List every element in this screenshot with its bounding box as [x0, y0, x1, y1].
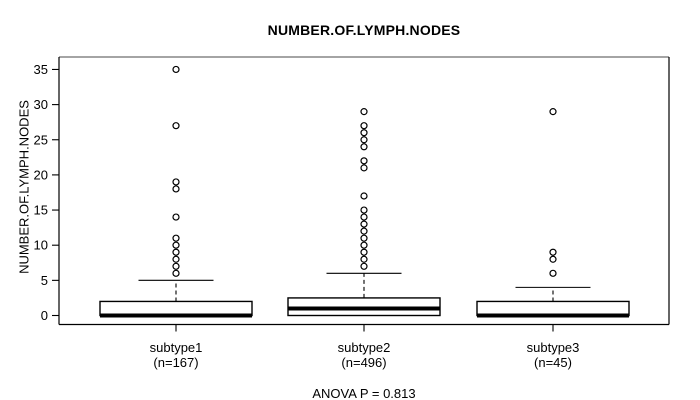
y-tick-label: 10 — [34, 238, 48, 253]
outlier-point-subtype1 — [172, 241, 180, 249]
outlier-point-subtype1 — [172, 234, 180, 242]
outlier-point-subtype1 — [172, 213, 180, 221]
outlier-point-subtype2 — [360, 227, 368, 235]
outlier-point-subtype2 — [360, 143, 368, 151]
y-tick-label: 0 — [41, 308, 48, 323]
group-n: (n=167) — [153, 355, 199, 370]
y-tick-label: 20 — [34, 167, 48, 182]
outlier-point-subtype2 — [360, 192, 368, 200]
box-subtype3 — [476, 300, 630, 317]
anova-p-annotation: ANOVA P = 0.813 — [312, 386, 416, 400]
outlier-point-subtype2 — [360, 255, 368, 263]
outlier-point-subtype1 — [172, 262, 180, 270]
group-name: subtype1 — [149, 340, 203, 355]
y-axis-label: NUMBER.OF.LYMPH.NODES — [16, 100, 32, 274]
outlier-point-subtype2 — [360, 122, 368, 130]
group-name: subtype2 — [337, 340, 391, 355]
outlier-point-subtype2 — [360, 108, 368, 116]
y-tick-label: 30 — [34, 97, 48, 112]
outlier-point-subtype2 — [360, 129, 368, 137]
outlier-point-subtype1 — [172, 185, 180, 193]
group-n: (n=45) — [534, 355, 572, 370]
outlier-point-subtype2 — [360, 136, 368, 144]
outlier-point-subtype2 — [360, 241, 368, 249]
outlier-point-subtype3 — [549, 248, 557, 256]
outlier-point-subtype1 — [172, 255, 180, 263]
y-tick-label: 15 — [34, 203, 48, 218]
outlier-point-subtype3 — [549, 108, 557, 116]
outlier-point-subtype2 — [360, 234, 368, 242]
group-label-subtype1: subtype1 (n=167) — [150, 340, 203, 370]
y-tick-label: 5 — [41, 273, 48, 288]
outlier-point-subtype1 — [172, 248, 180, 256]
group-name: subtype3 — [526, 340, 580, 355]
chart-title: NUMBER.OF.LYMPH.NODES — [267, 22, 461, 38]
group-label-subtype2: subtype2 (n=496) — [338, 340, 391, 370]
outlier-point-subtype2 — [360, 262, 368, 270]
outlier-point-subtype2 — [360, 220, 368, 228]
group-label-subtype3: subtype3 (n=45) — [527, 340, 580, 370]
outlier-point-subtype1 — [172, 178, 180, 186]
box-subtype1 — [99, 300, 253, 317]
outlier-point-subtype2 — [360, 157, 368, 165]
outlier-point-subtype2 — [360, 248, 368, 256]
y-tick-label: 25 — [34, 132, 48, 147]
outlier-point-subtype2 — [360, 206, 368, 214]
outlier-point-subtype3 — [549, 255, 557, 263]
outlier-point-subtype2 — [360, 213, 368, 221]
outlier-point-subtype3 — [549, 269, 557, 277]
outlier-point-subtype2 — [360, 164, 368, 172]
outlier-point-subtype1 — [172, 269, 180, 277]
outlier-point-subtype1 — [172, 65, 180, 74]
group-n: (n=496) — [341, 355, 387, 370]
y-tick-label: 35 — [34, 62, 48, 77]
outlier-point-subtype1 — [172, 122, 180, 130]
